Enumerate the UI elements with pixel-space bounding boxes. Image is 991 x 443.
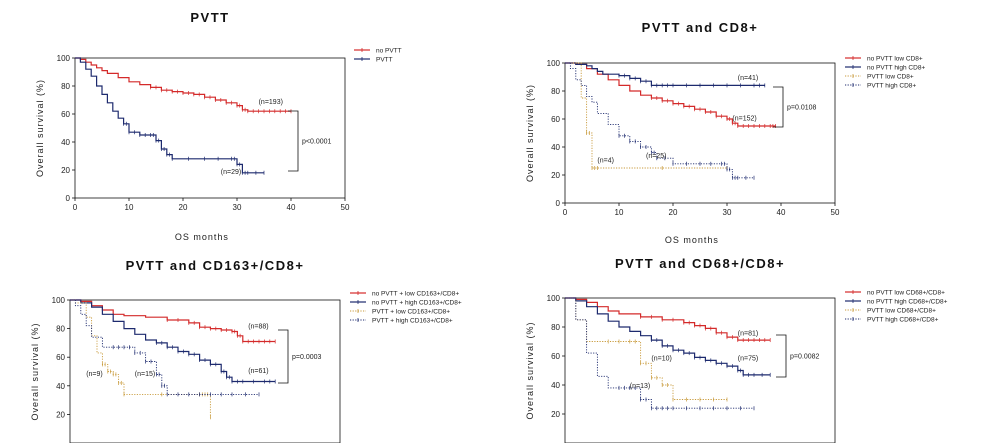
- x-axis-label: OS months: [175, 232, 229, 242]
- y-tick-label: 40: [56, 382, 65, 391]
- series-n-label: (n=61): [248, 368, 268, 375]
- y-tick-label: 40: [551, 381, 560, 390]
- series-line-4: [565, 297, 754, 409]
- y-tick-label: 100: [57, 54, 71, 63]
- y-tick-label: 60: [551, 352, 560, 361]
- legend-entry: no PVTT + high CD163+/CD8+: [372, 300, 462, 307]
- series-line-3: [70, 299, 211, 418]
- y-axis-label: Overall survival (%): [525, 84, 535, 182]
- y-tick-label: 60: [551, 115, 560, 124]
- series-n-label: (n=25): [646, 153, 666, 160]
- y-tick-label: 20: [56, 410, 65, 419]
- series-n-label: (n=9): [86, 371, 103, 378]
- y-tick-label: 60: [56, 353, 65, 362]
- chart-title: PVTT: [190, 10, 229, 25]
- series-n-label: (n=88): [248, 324, 268, 331]
- series-n-label: (n=81): [738, 331, 758, 338]
- x-tick-label: 0: [563, 208, 568, 217]
- y-tick-label: 100: [52, 296, 66, 305]
- legend-entry: PVTT low CD8+: [867, 74, 914, 81]
- series-n-label: (n=4): [597, 157, 614, 164]
- y-tick-label: 0: [66, 194, 71, 203]
- pvalue-bracket: [278, 329, 289, 384]
- y-tick-label: 80: [551, 323, 560, 332]
- y-tick-label: 80: [61, 82, 70, 91]
- x-axis-label: OS months: [665, 235, 719, 245]
- x-tick-label: 10: [125, 203, 134, 212]
- legend-entry: no PVTT high CD8+: [867, 65, 925, 72]
- series-n-label: (n=10): [651, 355, 671, 362]
- legend-entry: PVTT: [376, 57, 393, 64]
- legend-entry: PVTT high CD68+/CD8+: [867, 317, 939, 324]
- chart-panel-3: PVTT and CD163+/CD8+ 20 40 60 80 100 Overall s…: [30, 258, 462, 443]
- legend-entry: no PVTT high CD68+/CD8+: [867, 299, 948, 306]
- x-tick-label: 30: [233, 203, 242, 212]
- pvalue-bracket: [776, 334, 787, 378]
- chart-panel-4: PVTT and CD68+/CD8+ 20 40 60 80 100 Overall su…: [525, 256, 948, 443]
- series-n-label: (n=193): [259, 99, 283, 106]
- x-tick-label: 20: [179, 203, 188, 212]
- series-n-label: (n=152): [732, 115, 756, 122]
- legend-entry: PVTT + high CD163+/CD8+: [372, 318, 453, 325]
- y-tick-label: 80: [551, 87, 560, 96]
- legend-entry: PVTT high CD8+: [867, 83, 916, 90]
- y-tick-label: 60: [61, 110, 70, 119]
- chart-panel-2: PVTT and CD8+ 0 20 40 60 80 100 0 10 20 30 40 50 Over…: [525, 20, 925, 245]
- pvalue-bracket: [288, 110, 299, 172]
- series-line-4: [565, 62, 754, 179]
- series-n-label: (n=15): [135, 371, 155, 378]
- y-tick-label: 0: [556, 199, 561, 208]
- x-tick-label: 50: [831, 208, 840, 217]
- y-tick-label: 20: [61, 166, 70, 175]
- series-line-4: [70, 299, 259, 395]
- legend-entry: PVTT low CD68+/CD8+: [867, 308, 936, 315]
- x-tick-label: 0: [73, 203, 78, 212]
- series-n-label: (n=13): [630, 383, 650, 390]
- series-n-label: (n=75): [738, 355, 758, 362]
- y-tick-label: 100: [547, 294, 561, 303]
- y-tick-label: 80: [56, 325, 65, 334]
- pvalue-label: p=0.0108: [787, 105, 816, 112]
- plot-frame: [69, 299, 341, 443]
- legend-entry: no PVTT + low CD163+/CD8+: [372, 291, 459, 298]
- chart-title: PVTT and CD8+: [642, 20, 759, 35]
- series-n-label: (n=41): [738, 75, 758, 82]
- plot-frame: [564, 297, 836, 443]
- x-tick-label: 20: [669, 208, 678, 217]
- plot-frame: [564, 62, 836, 204]
- series-line-2: [565, 62, 765, 86]
- series-line-1: [70, 299, 276, 343]
- y-tick-label: 40: [61, 138, 70, 147]
- chart-title: PVTT and CD68+/CD8+: [615, 256, 785, 271]
- chart-panel-1: PVTT 0 20 40 60 80 100 0 10 20 30 40 50 Overall survi…: [35, 10, 402, 242]
- x-tick-label: 30: [723, 208, 732, 217]
- y-axis-label: Overall survival (%): [525, 321, 535, 419]
- legend-entry: PVTT + low CD163+/CD8+: [372, 309, 450, 316]
- pvalue-label: p=0.0082: [790, 354, 819, 361]
- legend-entry: no PVTT low CD68+/CD8+: [867, 290, 945, 297]
- pvalue-bracket: [773, 86, 784, 128]
- y-axis-label: Overall survival (%): [35, 79, 45, 177]
- plot-frame: [74, 57, 346, 199]
- y-tick-label: 20: [551, 171, 560, 180]
- y-tick-label: 20: [551, 410, 560, 419]
- x-tick-label: 40: [287, 203, 296, 212]
- legend-entry: no PVTT: [376, 48, 402, 55]
- pvalue-label: p<0.0001: [302, 139, 331, 146]
- chart-title: PVTT and CD163+/CD8+: [126, 258, 305, 273]
- legend-entry: no PVTT low CD8+: [867, 56, 923, 63]
- x-tick-label: 50: [341, 203, 350, 212]
- pvalue-label: p=0.0003: [292, 354, 321, 361]
- y-tick-label: 100: [547, 59, 561, 68]
- series-line-2: [70, 299, 276, 383]
- y-tick-label: 40: [551, 143, 560, 152]
- x-tick-label: 40: [777, 208, 786, 217]
- y-axis-label: Overall survival (%): [30, 322, 40, 420]
- series-n-label: (n=29): [221, 169, 241, 176]
- x-tick-label: 10: [615, 208, 624, 217]
